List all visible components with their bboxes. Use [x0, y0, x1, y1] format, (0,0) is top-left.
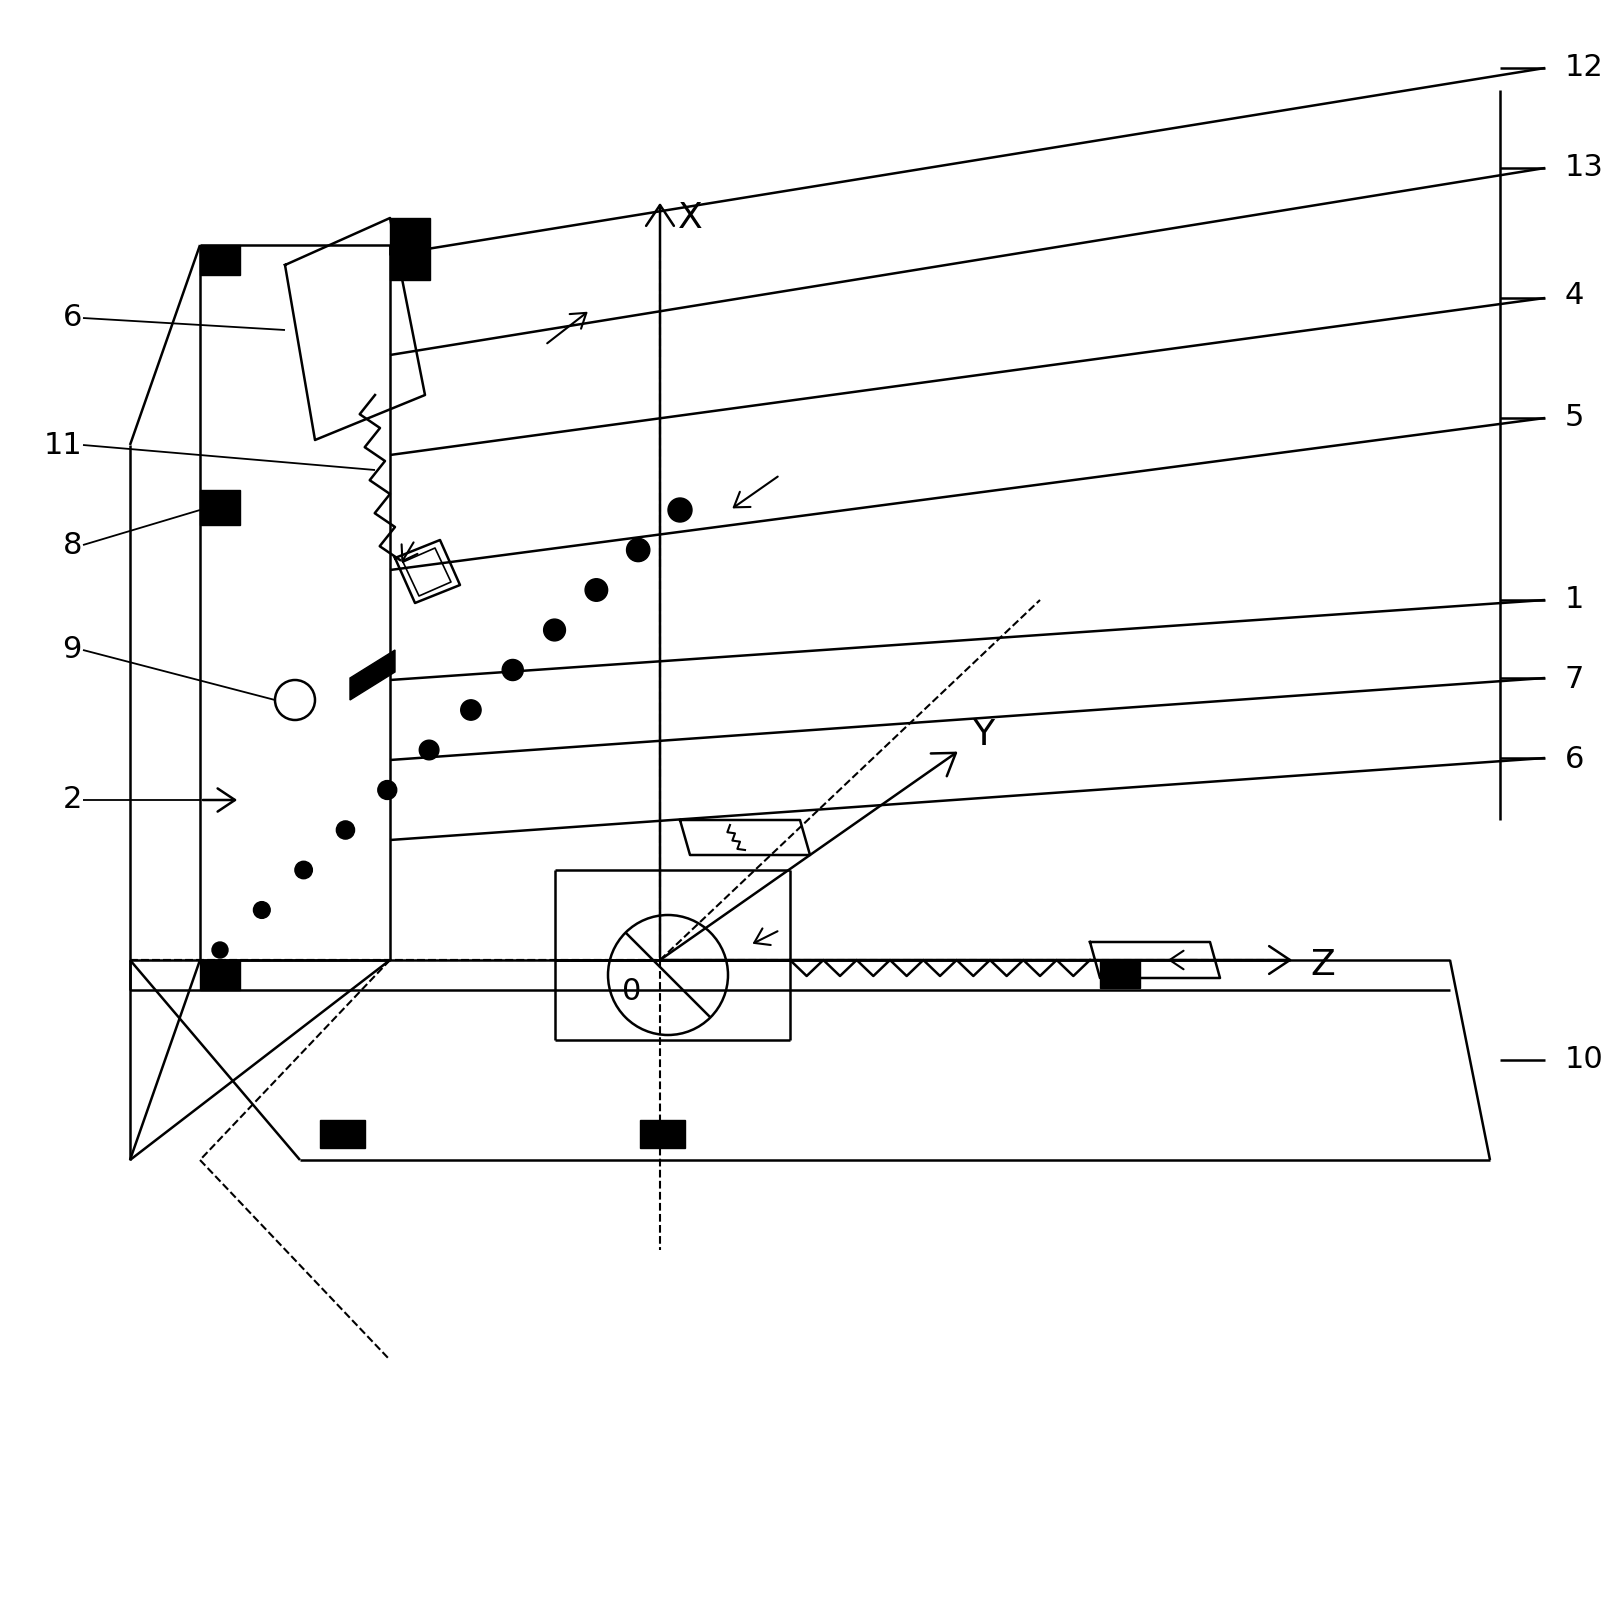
Text: X: X [678, 200, 702, 234]
Polygon shape [320, 1120, 365, 1147]
Text: 8: 8 [63, 530, 82, 559]
Text: 11: 11 [43, 430, 82, 459]
Circle shape [419, 740, 439, 760]
Circle shape [627, 538, 649, 562]
Circle shape [336, 821, 354, 839]
Circle shape [254, 902, 270, 918]
Circle shape [543, 619, 566, 642]
Text: 4: 4 [1564, 281, 1583, 310]
Text: 2: 2 [63, 785, 82, 814]
Polygon shape [199, 960, 239, 991]
Circle shape [378, 781, 397, 800]
Text: 12: 12 [1564, 53, 1602, 82]
Circle shape [212, 942, 228, 958]
Circle shape [667, 498, 691, 522]
Polygon shape [640, 1120, 685, 1147]
Text: 7: 7 [1564, 666, 1583, 695]
Polygon shape [199, 246, 239, 275]
Text: 13: 13 [1564, 154, 1602, 183]
Polygon shape [1099, 960, 1139, 987]
Text: Z: Z [1310, 949, 1334, 983]
Circle shape [585, 579, 607, 601]
Text: 1: 1 [1564, 585, 1583, 614]
Circle shape [461, 700, 480, 721]
Polygon shape [350, 650, 395, 700]
Circle shape [501, 659, 522, 680]
Text: 10: 10 [1564, 1046, 1602, 1075]
Text: 6: 6 [63, 304, 82, 333]
Polygon shape [199, 490, 239, 525]
Polygon shape [391, 218, 429, 280]
Text: 5: 5 [1564, 404, 1583, 433]
Text: 9: 9 [63, 635, 82, 664]
Text: 6: 6 [1564, 745, 1583, 774]
Text: Y: Y [971, 718, 993, 751]
Text: 0: 0 [622, 978, 641, 1007]
Circle shape [294, 861, 312, 879]
